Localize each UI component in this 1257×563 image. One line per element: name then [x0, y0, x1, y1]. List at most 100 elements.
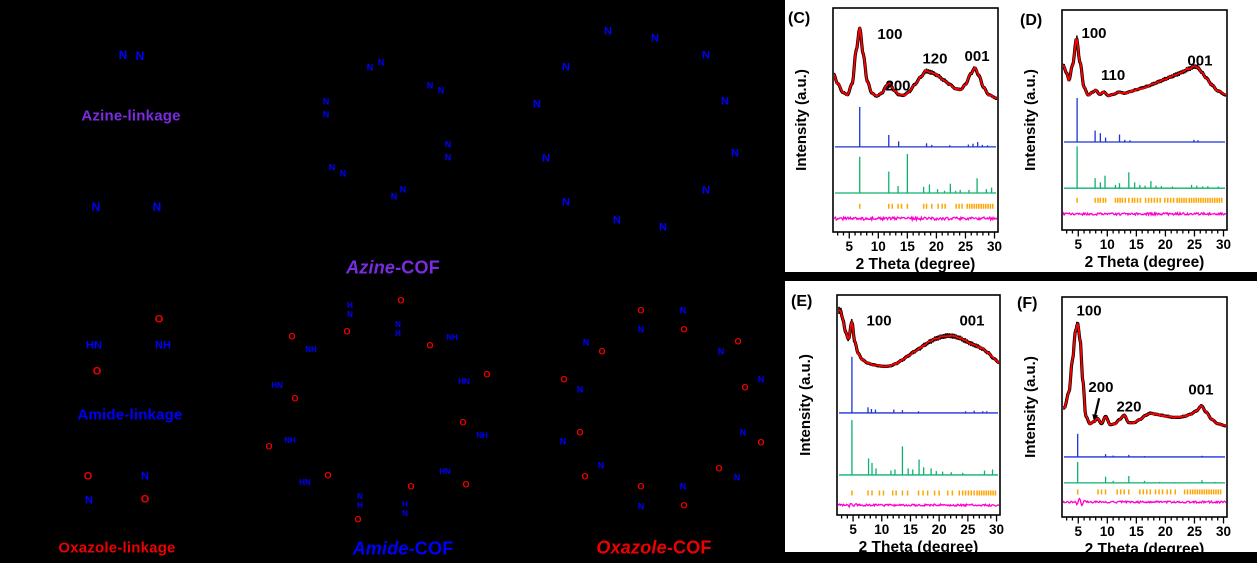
plot-border [832, 7, 999, 233]
x-tick-label: 10 [1100, 524, 1115, 539]
atom-label-O: O [288, 331, 296, 342]
chart-white-row-1 [785, 0, 1257, 272]
atom-label-O: O [354, 514, 362, 525]
amide-cof-label: Amide-COF [353, 539, 454, 560]
observed-curve [1063, 38, 1226, 98]
peak-label-110: 110 [1101, 67, 1125, 84]
atom-label-N: N [366, 62, 374, 73]
y-axis-title: Intensity (a.u.) [1022, 356, 1039, 458]
panel-letter: (F) [1017, 295, 1037, 312]
atom-label-N: N [604, 25, 612, 38]
atom-label-N: N [702, 184, 710, 197]
peak-label-120: 120 [922, 50, 947, 67]
x-tick-label: 15 [1129, 524, 1145, 539]
x-tick-label: 15 [1129, 237, 1145, 252]
atom-label-N: N [597, 460, 605, 471]
atom-label-N: N [659, 221, 667, 234]
atom-label-N: N [533, 98, 541, 111]
x-axis-ticks [1065, 230, 1225, 237]
atom-label-N: N [91, 200, 101, 214]
atom-label-H: H [402, 500, 408, 509]
x-axis-ticks [840, 515, 998, 522]
x-tick-label: 30 [1216, 524, 1231, 539]
peak-label-200: 200 [1088, 379, 1113, 396]
observed-curve [1063, 322, 1226, 427]
observed-curve [838, 309, 999, 368]
simulated-pattern-2 [839, 419, 998, 476]
atom-label-N: N [576, 384, 584, 395]
simulated-pattern-1 [1064, 433, 1225, 458]
atom-label-O: O [598, 346, 606, 357]
oxazole-linkage-label: Oxazole-linkage [58, 539, 176, 557]
atom-label-N: N [444, 139, 452, 150]
atom-label-O: O [265, 441, 273, 452]
xrd-panel-D: 5 10 15 20 25 30 2 Theta (degree) Intensity (a.… [1020, 9, 1231, 271]
x-tick-label: 30 [989, 522, 1004, 537]
atom-label-N: N [322, 96, 330, 107]
atom-label-N: N [651, 32, 659, 45]
y-axis-title: Intensity (a.u.) [797, 354, 814, 456]
x-tick-label: 20 [932, 522, 947, 537]
cof-label-suffix: -COF [408, 538, 454, 559]
panel-letter: (C) [788, 10, 810, 27]
fit-curve [1063, 321, 1226, 428]
azine-cof-label: Azine-COF [346, 258, 440, 279]
atom-label-N: N [322, 109, 330, 120]
y-axis-title: Intensity (a.u.) [793, 69, 810, 171]
atom-label-N: N [542, 152, 550, 165]
atom-label-O: O [483, 369, 491, 380]
x-axis-ticks [836, 232, 996, 239]
atom-label-HN: HN [458, 377, 470, 386]
simulated-pattern-1 [1064, 98, 1225, 143]
atom-label-NH: NH [476, 431, 488, 440]
atom-label-O: O [680, 324, 688, 335]
atom-label-O: O [291, 393, 299, 404]
atom-label-N: N [637, 324, 645, 335]
atom-label-NH: NH [284, 436, 296, 445]
x-axis-title: 2 Theta (degree) [1085, 254, 1205, 271]
x-axis-ticks [1065, 517, 1225, 524]
peak-label-100: 100 [1077, 303, 1102, 320]
molecule-structures-layer: N N N N N N N N N N N N N N N N N N N N N N N N N N N N O HN NH O O N N O H N… [58, 25, 765, 560]
peak-label-100: 100 [867, 312, 892, 329]
atom-label-N: N [562, 196, 570, 209]
simulated-pattern-2 [835, 154, 996, 194]
atom-label-O: O [581, 471, 589, 482]
panel-letter: (E) [791, 293, 812, 310]
amide-linkage-label: Amide-linkage [77, 406, 183, 424]
atom-label-HN: HN [299, 478, 311, 487]
atom-label-O: O [741, 382, 749, 393]
atom-label-N: N [152, 200, 162, 214]
bragg-positions [1076, 197, 1223, 203]
x-tick-label: 5 [1075, 237, 1083, 252]
x-tick-label: 10 [874, 522, 889, 537]
atom-label-N: N [731, 147, 739, 160]
cof-label-suffix: -COF [395, 257, 440, 278]
atom-label-O: O [560, 374, 568, 385]
atom-label-N: N [739, 427, 747, 438]
atom-label-N: N [559, 436, 567, 447]
difference-curve [838, 502, 999, 509]
x-tick-label: 20 [1158, 237, 1173, 252]
panel-letter: (D) [1020, 12, 1042, 29]
x-tick-label: 25 [960, 522, 976, 537]
x-tick-label: 20 [1158, 524, 1173, 539]
atom-label-HN: HN [271, 381, 283, 390]
x-tick-label: 5 [846, 239, 854, 254]
atom-label-O: O [637, 305, 645, 316]
atom-label-N: N [85, 494, 93, 507]
atom-label-N: N [679, 305, 687, 316]
atom-label-O: O [576, 427, 584, 438]
cof-label-prefix: Azine [346, 257, 396, 278]
atom-label-N: N [757, 374, 765, 385]
peak-label-001: 001 [959, 312, 984, 329]
atom-label-O: O [343, 326, 351, 337]
atom-label-O: O [83, 470, 93, 483]
atom-label-O: O [715, 463, 723, 474]
atom-label-O: O [757, 437, 765, 448]
azine-linkage-label: Azine-linkage [81, 107, 181, 125]
x-tick-label: 15 [903, 522, 919, 537]
x-tick-label: 25 [1187, 524, 1203, 539]
atom-label-N: N [402, 509, 408, 518]
